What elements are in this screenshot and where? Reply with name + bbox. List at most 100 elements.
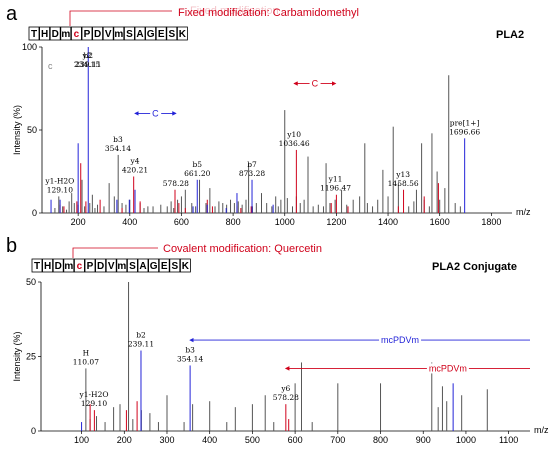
sequence-residue-box bbox=[31, 258, 43, 273]
x-tick-label: 400 bbox=[122, 217, 137, 227]
x-tick-label: 1000 bbox=[456, 435, 476, 445]
fragment-span-label: C bbox=[312, 79, 319, 89]
sequence-residue-box bbox=[63, 258, 75, 273]
sequence-residue: T bbox=[34, 261, 40, 272]
y-axis-label: Intensity (%) bbox=[12, 331, 22, 381]
sequence-residue: H bbox=[41, 29, 48, 40]
sequence-residue-box bbox=[166, 26, 178, 41]
fragment-label: y2 bbox=[81, 51, 91, 60]
sequence-residue: S bbox=[126, 29, 133, 40]
modification-leader-a bbox=[69, 10, 172, 26]
fragment-mz-label: 239.11 bbox=[128, 340, 154, 349]
fragment-label: b2 bbox=[83, 51, 93, 60]
sequence-residue: m bbox=[114, 29, 123, 40]
span-label-background bbox=[309, 78, 321, 89]
y-tick-label: 50 bbox=[27, 125, 37, 135]
faded-note-a: Fixed modification bbox=[190, 5, 279, 17]
x-tick-label: 200 bbox=[117, 435, 132, 445]
x-tick-label: 100 bbox=[74, 435, 89, 445]
fragment-mz-label: 239.11 bbox=[75, 60, 101, 69]
x-tick-label: 600 bbox=[174, 217, 189, 227]
sequence-residue-box bbox=[52, 258, 64, 273]
x-tick-label: 800 bbox=[226, 217, 241, 227]
modification-note-b: Covalent modification: Quercetin bbox=[163, 243, 322, 255]
fragment-span-label: mcPDVm bbox=[429, 363, 467, 373]
sequence-residue: G bbox=[150, 261, 158, 272]
fragment-mz-label: 1036.46 bbox=[279, 139, 310, 148]
sequence-residue: K bbox=[182, 261, 190, 272]
x-tick-label: 1000 bbox=[275, 217, 295, 227]
x-tick-label: 1200 bbox=[326, 217, 346, 227]
sequence-residue-box bbox=[148, 258, 160, 273]
sequence-residue-box bbox=[81, 26, 93, 41]
sequence-residue-box bbox=[39, 26, 50, 41]
x-tick-label: 1100 bbox=[499, 435, 518, 445]
sequence-residue-box bbox=[179, 258, 191, 273]
sequence-residue: E bbox=[161, 261, 168, 272]
sequence-residue: m bbox=[64, 261, 73, 272]
y-tick-label: 50 bbox=[26, 277, 36, 287]
fragment-label: y10 bbox=[286, 130, 301, 139]
x-tick-label: 600 bbox=[288, 435, 303, 445]
sequence-residue-box bbox=[102, 26, 114, 41]
fragment-label: H bbox=[83, 348, 90, 357]
sequence-residue: G bbox=[147, 29, 155, 40]
sequence-residue-box bbox=[105, 258, 117, 273]
x-tick-label: 800 bbox=[373, 435, 388, 445]
sequence-residue-box bbox=[28, 26, 40, 41]
x-tick-label: 300 bbox=[159, 435, 174, 445]
x-tick-label: 700 bbox=[330, 435, 345, 445]
spectrum-chart-conjugate: 100 200 300 400 500 600 700 800 900 1000 1100 0 25 50… bbox=[12, 277, 549, 445]
fragment-mz-label: 354.14 bbox=[105, 144, 131, 153]
fragment-label: b5 bbox=[192, 160, 202, 169]
fragment-mz-label: 1196.47 bbox=[320, 184, 351, 193]
sequence-residue-box bbox=[134, 26, 146, 41]
sequence-residue: V bbox=[108, 261, 115, 272]
x-tick-label: 400 bbox=[202, 435, 217, 445]
fragment-label: y11 bbox=[328, 175, 343, 184]
y-axis-label: Intensity (%) bbox=[12, 105, 22, 155]
sequence-residue: D bbox=[52, 29, 59, 40]
fragment-label: b7 bbox=[247, 160, 257, 169]
sequence-residue: S bbox=[171, 261, 178, 272]
fragment-mz-label: 234.15 bbox=[74, 60, 100, 69]
fragment-label: y13 bbox=[395, 170, 410, 179]
y-tick-label: 100 bbox=[22, 42, 37, 52]
sequence-residue-box bbox=[169, 258, 181, 273]
sequence-residue-box bbox=[145, 26, 157, 41]
fragment-mz-label: 354.14 bbox=[177, 354, 203, 363]
sequence-residue-box bbox=[158, 258, 170, 273]
fragment-mz-label: 129.10 bbox=[81, 399, 107, 408]
spectrum-chart-pla2: 200 400 600 800 1000 1200 1400 1600 1800 0 50 100 m/… bbox=[12, 42, 531, 227]
sequence-residue-box bbox=[127, 258, 138, 273]
sequence-residue-box bbox=[113, 26, 125, 41]
fragment-span-label: C bbox=[152, 108, 159, 118]
panel-b-title: PLA2 Conjugate bbox=[432, 261, 517, 273]
sequence-residue: D bbox=[55, 261, 62, 272]
sequence-residue-box bbox=[74, 258, 85, 273]
sequence-residue-box bbox=[137, 258, 149, 273]
sequence-residue: m bbox=[117, 261, 126, 272]
sequence-residue: K bbox=[179, 29, 187, 40]
fragment-mz-label: 1696.66 bbox=[449, 127, 480, 136]
modification-note-a: Fixed modification: Carbamidomethyl bbox=[178, 7, 359, 19]
x-tick-label: 1400 bbox=[378, 217, 398, 227]
x-tick-label: 1600 bbox=[430, 217, 450, 227]
sequence-residue-box bbox=[155, 26, 167, 41]
span-label-background bbox=[379, 335, 422, 346]
x-axis-label: m/z bbox=[534, 425, 549, 435]
span-label-background bbox=[426, 363, 469, 374]
fragment-label: y4 bbox=[130, 156, 140, 165]
fragment-label: y1-H2O bbox=[78, 390, 108, 399]
sequence-residue: D bbox=[94, 29, 101, 40]
panel-a-title: PLA2 bbox=[496, 29, 524, 41]
x-axis-label: m/z bbox=[516, 207, 531, 217]
span-label-background bbox=[150, 108, 162, 119]
sequence-residue: c bbox=[74, 29, 80, 40]
x-tick-label: 500 bbox=[245, 435, 260, 445]
sequence-residue-box bbox=[71, 26, 82, 41]
sequence-residue: P bbox=[87, 261, 94, 272]
x-tick-label: 900 bbox=[416, 435, 431, 445]
fragment-mz-label: 110.07 bbox=[73, 357, 99, 366]
